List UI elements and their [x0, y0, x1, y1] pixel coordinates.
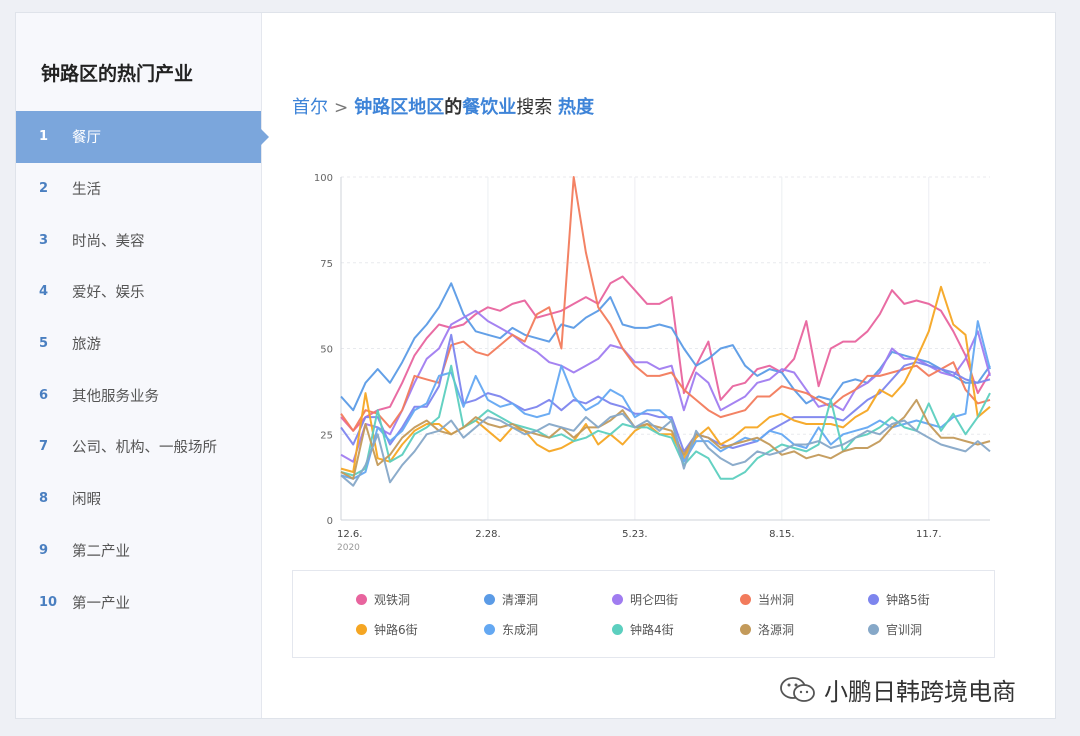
sidebar-item-label: 第一产业	[72, 595, 130, 612]
sidebar-item-label: 公司、机构、一般场所	[72, 440, 217, 457]
legend-color-dot	[868, 594, 879, 605]
x-tick-label: 12.6.	[337, 529, 362, 540]
sidebar-item-number: 9	[39, 542, 49, 558]
sidebar-item-1[interactable]: 1 餐厅	[16, 111, 269, 163]
legend-item[interactable]: 当州洞	[740, 591, 794, 608]
legend-color-dot	[484, 624, 495, 635]
breadcrumb-region: 钟路区地区	[354, 97, 445, 118]
legend-label: 观铁洞	[374, 593, 411, 607]
sidebar-item-label: 生活	[72, 182, 101, 199]
breadcrumb-of: 的	[444, 97, 463, 118]
legend-item[interactable]: 观铁洞	[356, 591, 410, 608]
y-tick-label: 75	[320, 259, 333, 270]
sidebar-item-10[interactable]: 10 第一产业	[16, 576, 261, 628]
series-line-2	[340, 282, 991, 412]
sidebar-item-2[interactable]: 2 生活	[16, 163, 261, 215]
sidebar-item-number: 4	[39, 284, 49, 300]
legend-label: 钟路4街	[630, 623, 674, 637]
legend-item[interactable]: 官训洞	[868, 621, 922, 638]
sidebar-item-number: 8	[39, 491, 49, 507]
legend-color-dot	[612, 624, 623, 635]
sidebar-item-5[interactable]: 5 旅游	[16, 318, 261, 370]
series-line-9	[340, 398, 991, 480]
sidebar-item-4[interactable]: 4 爱好、娱乐	[16, 266, 261, 318]
breadcrumb: 首尔 > 钟路区地区的餐饮业搜索 热度	[292, 93, 594, 119]
legend-label: 钟路6街	[374, 623, 418, 637]
x-tick-label: 8.15.	[769, 529, 794, 540]
industry-menu: 1 餐厅 2 生活 3 时尚、美容 4 爱好、娱乐 5 旅游 6 其他服务业务 7 公司、机构、一般场所 8…	[16, 111, 269, 628]
series-line-8	[340, 364, 991, 480]
sidebar-item-number: 3	[39, 232, 49, 248]
x-tick-label: 11.7.	[916, 529, 941, 540]
search-trend-line-chart: 0 25 50 75 100 12.6. 2020 2.28. 5.23. 8.15. 11.7.	[314, 173, 991, 553]
sidebar-item-number: 10	[39, 594, 58, 610]
legend-item[interactable]: 洛源洞	[740, 621, 794, 638]
legend-color-dot	[868, 624, 879, 635]
legend-color-dot	[484, 594, 495, 605]
sidebar-item-number: 7	[39, 439, 49, 455]
y-tick-label: 25	[320, 430, 333, 441]
breadcrumb-metric: 热度	[557, 97, 594, 118]
legend-label: 洛源洞	[758, 623, 795, 637]
y-tick-label: 50	[320, 345, 333, 356]
legend-label: 当州洞	[758, 593, 795, 607]
x-tick-label: 2.28.	[475, 529, 500, 540]
sidebar-item-number: 1	[39, 129, 49, 145]
legend-label: 官训洞	[886, 623, 923, 637]
legend-item[interactable]: 明仑四街	[612, 591, 678, 608]
sidebar-item-label: 爱好、娱乐	[72, 285, 145, 302]
series-line-7	[340, 320, 991, 480]
legend-color-dot	[740, 624, 751, 635]
watermark-text: 小鹏日韩跨境电商	[824, 678, 1016, 706]
legend-color-dot	[356, 594, 367, 605]
sidebar-item-number: 5	[39, 336, 49, 352]
legend-label: 钟路5街	[886, 593, 930, 607]
sidebar-item-label: 闲暇	[72, 492, 101, 509]
breadcrumb-root[interactable]: 首尔	[292, 97, 328, 118]
legend-color-dot	[740, 594, 751, 605]
sidebar-item-label: 其他服务业务	[72, 388, 159, 405]
sidebar-item-number: 6	[39, 387, 49, 403]
legend-item[interactable]: 清潭洞	[484, 591, 538, 608]
sidebar-item-6[interactable]: 6 其他服务业务	[16, 369, 261, 421]
y-tick-label: 0	[327, 516, 333, 527]
legend-item[interactable]: 钟路5街	[868, 591, 930, 608]
breadcrumb-search: 搜索	[516, 97, 553, 118]
sidebar-item-9[interactable]: 9 第二产业	[16, 525, 261, 577]
legend-item[interactable]: 钟路6街	[356, 621, 418, 638]
series-line-3	[340, 309, 991, 463]
y-tick-label: 100	[314, 173, 333, 184]
legend-label: 东成洞	[502, 623, 539, 637]
watermark: 小鹏日韩跨境电商	[778, 672, 1016, 707]
breadcrumb-industry: 餐饮业	[462, 97, 517, 118]
series-line-4	[340, 176, 991, 432]
x-tick-sublabel: 2020	[337, 543, 360, 553]
legend-color-dot	[356, 624, 367, 635]
chevron-right-icon: >	[334, 98, 349, 118]
legend-item[interactable]: 东成洞	[484, 621, 538, 638]
series-line-6	[340, 285, 991, 473]
legend-label: 清潭洞	[502, 593, 539, 607]
legend-label: 明仑四街	[630, 593, 679, 607]
sidebar-item-label: 旅游	[72, 337, 101, 354]
sidebar: 钟路区的热门产业 1 餐厅 2 生活 3 时尚、美容 4 爱好、娱乐 5 旅游 6 其他服务业务 7 公司…	[16, 13, 269, 718]
legend-color-dot	[612, 594, 623, 605]
series-line-1	[340, 275, 991, 432]
sidebar-item-number: 2	[39, 181, 49, 197]
x-tick-label: 5.23.	[622, 529, 647, 540]
sidebar-title: 钟路区的热门产业	[41, 63, 194, 85]
chart-legend: 观铁洞 清潭洞 明仑四街 当州洞 钟路5街钟路6街 东成洞 钟路4街 洛源洞 官训洞	[292, 570, 995, 658]
sidebar-item-label: 时尚、美容	[72, 233, 145, 250]
wechat-icon	[780, 676, 815, 702]
sidebar-item-3[interactable]: 3 时尚、美容	[16, 214, 261, 266]
legend-item[interactable]: 钟路4街	[612, 621, 674, 638]
sidebar-item-label: 餐厅	[72, 130, 101, 147]
sidebar-item-7[interactable]: 7 公司、机构、一般场所	[16, 421, 261, 473]
sidebar-item-8[interactable]: 8 闲暇	[16, 473, 261, 525]
series-line-10	[340, 412, 991, 487]
sidebar-item-label: 第二产业	[72, 543, 130, 560]
